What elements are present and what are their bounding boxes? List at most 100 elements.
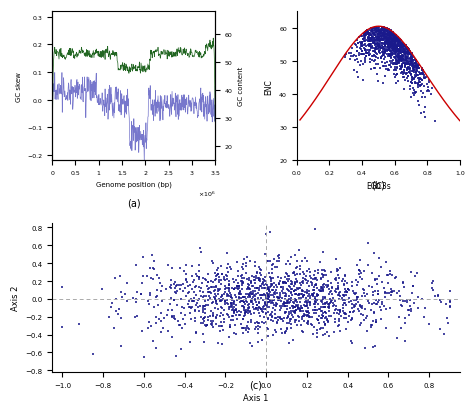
Point — [292, 298, 299, 305]
Point — [428, 285, 436, 291]
Point — [375, 31, 383, 38]
Point — [327, 289, 334, 295]
Point — [362, 60, 369, 67]
Point — [144, 325, 151, 332]
Point — [177, 296, 185, 302]
Point — [387, 37, 395, 43]
Point — [288, 297, 295, 303]
Point — [305, 283, 312, 290]
Point — [380, 26, 388, 32]
Point — [392, 34, 400, 40]
Point — [310, 307, 317, 313]
Point — [280, 303, 288, 309]
Point — [238, 325, 246, 332]
Point — [319, 287, 327, 294]
Point — [409, 290, 416, 297]
Point — [421, 115, 429, 121]
Point — [374, 46, 382, 53]
Point — [394, 36, 402, 43]
Point — [385, 45, 393, 52]
Point — [375, 34, 383, 41]
Point — [408, 81, 416, 87]
Point — [255, 265, 263, 271]
Point — [384, 27, 392, 34]
Point — [345, 287, 353, 293]
Point — [366, 48, 374, 54]
Point — [182, 293, 190, 299]
Point — [369, 31, 376, 37]
Point — [373, 35, 380, 41]
Point — [391, 38, 399, 44]
Point — [407, 62, 414, 68]
Point — [405, 312, 413, 319]
Point — [385, 45, 393, 52]
Point — [371, 41, 379, 48]
Point — [209, 324, 216, 330]
Point — [243, 309, 250, 315]
Point — [370, 49, 377, 55]
Point — [225, 261, 232, 267]
Point — [350, 308, 357, 314]
Point — [413, 67, 420, 74]
Point — [289, 299, 297, 306]
Point — [132, 262, 140, 268]
Point — [368, 31, 376, 38]
Point — [357, 270, 365, 276]
Point — [400, 280, 407, 287]
Point — [369, 41, 377, 47]
Point — [267, 292, 275, 299]
Point — [374, 31, 382, 38]
Point — [374, 42, 381, 49]
Point — [168, 307, 175, 313]
Point — [388, 32, 395, 38]
Point — [302, 277, 310, 284]
Point — [245, 301, 252, 308]
Point — [420, 76, 428, 82]
Point — [348, 315, 356, 321]
Point — [400, 54, 407, 60]
Point — [384, 27, 392, 33]
Point — [291, 304, 299, 311]
Point — [299, 258, 306, 265]
Point — [322, 321, 329, 328]
Point — [371, 52, 378, 59]
Point — [403, 55, 410, 62]
Point — [425, 88, 433, 95]
Point — [362, 51, 370, 57]
Point — [411, 61, 419, 67]
Point — [112, 296, 120, 303]
Point — [360, 52, 367, 58]
Point — [360, 31, 368, 38]
Point — [388, 31, 396, 38]
Point — [400, 61, 408, 67]
Point — [264, 302, 271, 309]
Point — [223, 300, 231, 306]
Point — [242, 309, 250, 316]
Point — [418, 81, 426, 88]
Point — [399, 47, 406, 53]
Point — [405, 48, 412, 55]
Point — [390, 31, 397, 37]
Point — [365, 36, 372, 43]
Point — [392, 37, 400, 44]
Point — [416, 65, 423, 72]
Point — [389, 36, 396, 42]
Point — [276, 278, 284, 285]
Point — [386, 271, 394, 278]
Point — [385, 53, 393, 59]
Point — [392, 45, 399, 52]
Point — [316, 326, 324, 332]
Point — [284, 287, 292, 294]
Point — [376, 38, 384, 44]
Point — [201, 314, 209, 321]
Point — [282, 303, 289, 309]
Point — [287, 297, 294, 304]
Point — [281, 290, 289, 296]
Point — [173, 283, 180, 290]
Point — [256, 270, 264, 276]
Point — [189, 285, 196, 292]
Point — [295, 318, 303, 325]
Point — [403, 52, 410, 58]
Point — [396, 38, 403, 44]
Point — [138, 281, 146, 287]
